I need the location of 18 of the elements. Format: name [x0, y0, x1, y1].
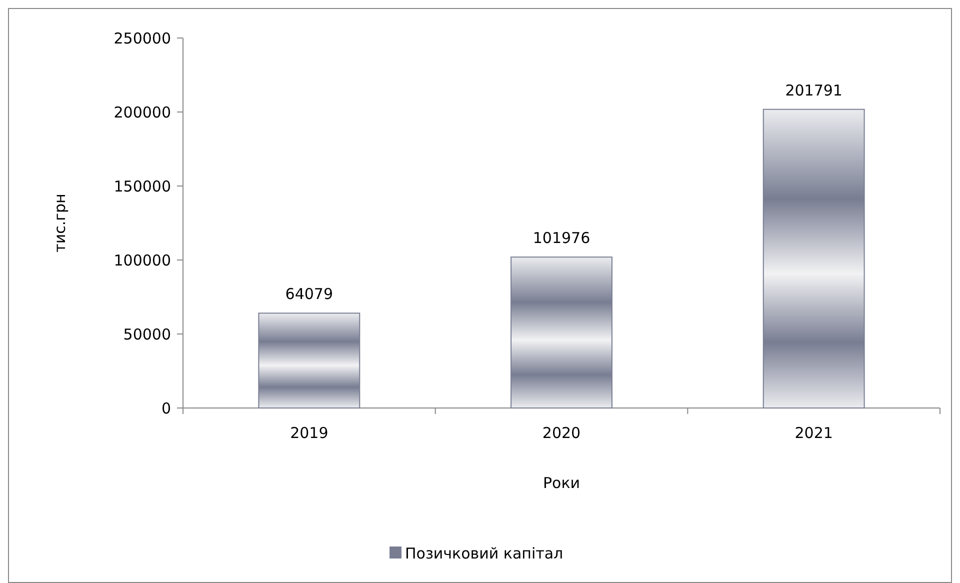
x-axis-title: Роки — [542, 474, 580, 492]
data-label: 64079 — [285, 285, 334, 304]
y-tick-label: 0 — [161, 399, 171, 418]
y-tick-label: 50000 — [123, 325, 171, 344]
y-tick-label: 250000 — [114, 29, 171, 48]
x-tick-label: 2020 — [542, 424, 581, 442]
y-tick-label: 200000 — [114, 103, 171, 122]
bar — [258, 312, 360, 408]
data-label: 101976 — [532, 229, 590, 248]
y-tick-label: 100000 — [114, 251, 171, 270]
y-tick-label: 150000 — [114, 177, 171, 196]
y-axis-title: тис.грн — [51, 194, 69, 252]
legend-label: Позичковий капітал — [405, 544, 564, 562]
bar — [510, 256, 612, 408]
bar — [762, 108, 865, 408]
data-label: 201791 — [785, 81, 842, 100]
x-tick-label: 2021 — [794, 424, 833, 442]
x-tick-label: 2019 — [290, 424, 328, 442]
